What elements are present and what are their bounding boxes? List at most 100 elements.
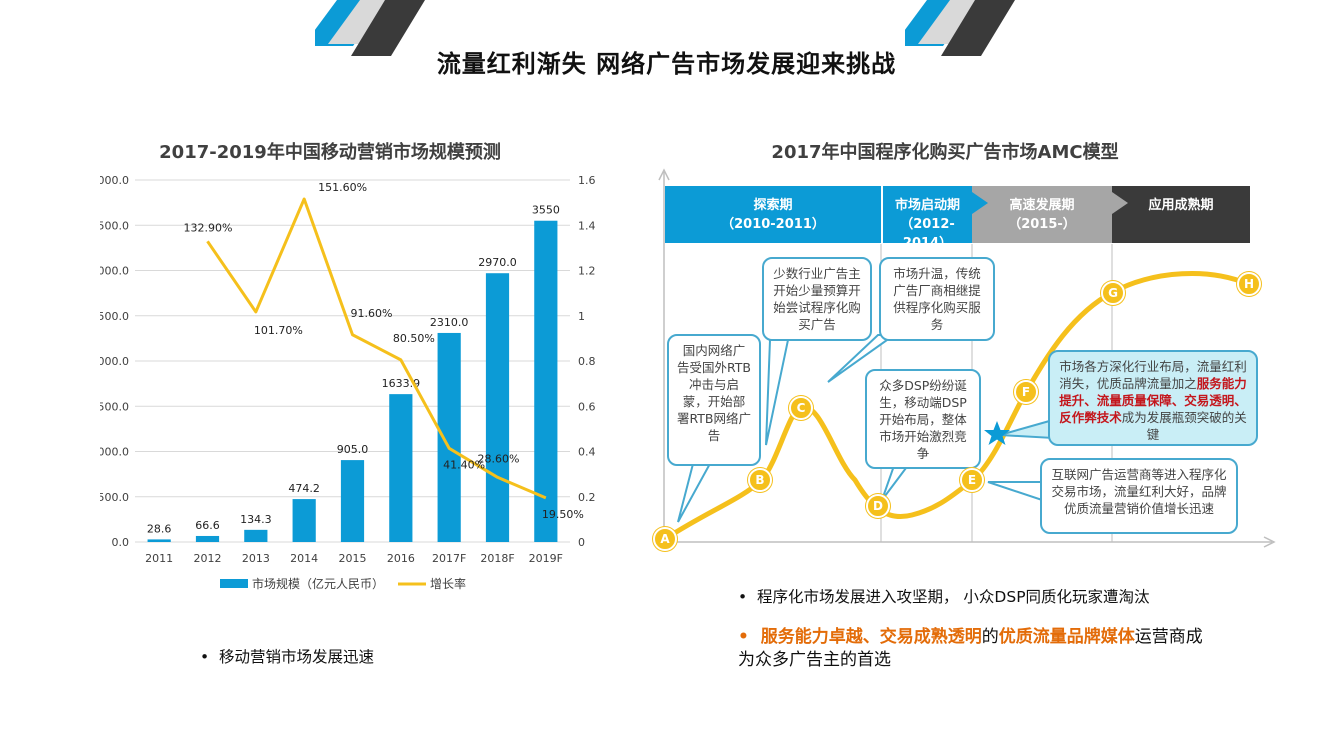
- bar-value-label: 134.3: [240, 513, 271, 526]
- phase-launch: 市场启动期 （2012-2014）: [881, 186, 972, 251]
- right-bullet-1: • 程序化市场发展进入攻坚期， 小众DSP同质化玩家遭淘汰: [738, 585, 1150, 607]
- growth-label: 91.60%: [351, 307, 393, 320]
- y2-tick-label: 1.2: [578, 265, 596, 278]
- right-bullet-2-p1: 服务能力卓越: [760, 627, 863, 647]
- growth-label: 41.40%: [443, 458, 485, 471]
- right-bullet-2-p3: 交易成熟透明: [879, 627, 982, 647]
- phase-arrow-2: [972, 192, 988, 214]
- phase-growth: 高速发展期 （2015-）: [972, 186, 1112, 243]
- callout-operators: 互联网广告运营商等进入程序化交易市场，流量红利大好，品牌优质流量营销价值增长迅速: [1040, 458, 1238, 534]
- callout-key-breakthrough: 市场各方深化行业布局，流量红利消失，优质品牌流量加之服务能力提升、流量质量保障、…: [1048, 350, 1258, 446]
- growth-label: 80.50%: [393, 332, 435, 345]
- legend-swatch-bar: [220, 579, 248, 588]
- legend-label-bar: 市场规模（亿元人民币）: [252, 576, 384, 591]
- y-tick-label: 1500.0: [100, 400, 129, 413]
- left-chart-title: 2017-2019年中国移动营销市场规模预测: [159, 142, 501, 163]
- growth-label: 151.60%: [318, 181, 367, 194]
- growth-label: 19.50%: [542, 508, 584, 521]
- growth-label: 101.70%: [254, 324, 303, 337]
- y-tick-label: 3500.0: [100, 219, 129, 232]
- y-tick-label: 3000.0: [100, 265, 129, 278]
- callout-tail-6: [987, 481, 1043, 502]
- bar: [244, 529, 268, 542]
- curve-point-e: E: [960, 468, 984, 492]
- x-tick-label: 2016: [387, 552, 415, 565]
- right-bullet-1-text: 程序化市场发展进入攻坚期， 小众DSP同质化玩家遭淘汰: [757, 588, 1150, 606]
- phase-mature-name: 应用成熟期: [1148, 198, 1214, 213]
- decoration-left: [315, 0, 425, 56]
- callout-market-warming: 市场升温，传统广告厂商相继提供程序化购买服务: [879, 257, 995, 341]
- x-axis-arrow: [1263, 536, 1276, 548]
- y2-tick-label: 0.2: [578, 491, 596, 504]
- phase-exploration-years: （2010-2011）: [721, 217, 825, 232]
- growth-label: 28.60%: [478, 452, 520, 465]
- bar-value-label: 905.0: [337, 443, 369, 456]
- phase-arrow-3: [1112, 192, 1128, 214]
- callout-dsp-boom: 众多DSP纷纷诞生，移动端DSP开始布局，整体市场开始激烈竞争: [865, 369, 981, 469]
- x-tick-label: 2018F: [480, 552, 514, 565]
- left-bullet: • 移动营销市场发展迅速: [200, 645, 374, 667]
- bar: [389, 394, 413, 542]
- x-tick-label: 2012: [194, 552, 222, 565]
- callout-small-advertisers: 少数行业广告主开始少量预算开始尝试程序化购买广告: [762, 257, 872, 341]
- y2-tick-label: 1: [578, 310, 585, 323]
- bar: [195, 535, 220, 542]
- callout-exploration: 国内网络广告受国外RTB冲击与启蒙，开始部署RTB网络广告: [667, 334, 761, 466]
- star-icon: [984, 421, 1010, 445]
- x-tick-label: 2013: [242, 552, 270, 565]
- curve-point-h: H: [1237, 272, 1261, 296]
- right-bullet-2-p2: 、: [862, 627, 880, 647]
- y-tick-label: 2500.0: [100, 310, 129, 323]
- y2-tick-label: 0.6: [578, 400, 596, 413]
- y-axis-arrow: [658, 168, 670, 181]
- bar-value-label: 474.2: [288, 482, 320, 495]
- bullet-dot: •: [738, 627, 761, 647]
- x-tick-label: 2019F: [529, 552, 563, 565]
- bar-value-label: 28.6: [147, 522, 172, 535]
- bar-value-label: 2310.0: [430, 316, 469, 329]
- right-chart-title: 2017年中国程序化购买广告市场AMC模型: [771, 142, 1119, 163]
- phase-launch-years: （2012-2014）: [900, 217, 955, 251]
- y2-tick-label: 0.8: [578, 355, 596, 368]
- bullet-dot: •: [200, 648, 219, 666]
- callout-key-red1: 服务能力提升、流量质量保障、: [1059, 376, 1247, 408]
- y2-tick-label: 1.6: [578, 174, 596, 187]
- bar-value-label: 3550: [532, 204, 560, 217]
- phase-growth-name: 高速发展期: [1009, 198, 1075, 213]
- right-bullet-2: • 服务能力卓越、交易成熟透明的优质流量品牌媒体运营商成为众多广告主的首选: [738, 626, 1208, 672]
- y2-tick-label: 1.4: [578, 219, 596, 232]
- x-tick-label: 2011: [145, 552, 173, 565]
- y-tick-label: 4000.0: [100, 174, 129, 187]
- market-size-chart: 0.0 500.0 1000.0 1500.0 2000.0 2500.0 3000.0 35…: [100, 174, 596, 591]
- curve-point-a: A: [653, 527, 677, 551]
- left-bullet-text: 移动营销市场发展迅速: [219, 648, 375, 666]
- y-tick-label: 500.0: [100, 491, 129, 504]
- bar: [292, 499, 316, 542]
- right-bullet-2-p6: 运营商成为众多广告主的首选: [738, 627, 1203, 670]
- y-tick-label: 1000.0: [100, 446, 129, 459]
- phase-mature: 应用成熟期: [1112, 186, 1250, 243]
- callout-key-pre: 市场各方深化行业布局，流量红利消失，优质品牌流量加之: [1059, 359, 1247, 391]
- x-tick-label: 2015: [339, 552, 367, 565]
- page-title: 流量红利渐失 网络广告市场发展迎来挑战: [436, 50, 897, 78]
- growth-label: 132.90%: [184, 221, 233, 234]
- y2-tick-label: 0: [578, 536, 585, 549]
- curve-point-f: F: [1014, 380, 1038, 404]
- legend-label-line: 增长率: [430, 576, 466, 591]
- right-bullet-2-p4: 的: [981, 627, 999, 647]
- bar: [534, 220, 558, 542]
- curve-point-g: G: [1101, 281, 1125, 305]
- bar: [340, 460, 365, 542]
- growth-line: [206, 197, 547, 500]
- phase-growth-years: （2015-）: [1008, 217, 1076, 232]
- curve-point-b: B: [748, 468, 772, 492]
- bar: [147, 539, 171, 542]
- x-tick-label: 2014: [290, 552, 318, 565]
- curve-point-d: D: [866, 494, 890, 518]
- x-tick-label: 2017F: [432, 552, 466, 565]
- decoration-right: [905, 0, 1015, 56]
- lifecycle-curve: [662, 271, 1251, 542]
- bullet-dot: •: [738, 588, 757, 606]
- bar-value-label: 2970.0: [478, 256, 517, 269]
- phase-exploration-name: 探索期: [753, 198, 793, 213]
